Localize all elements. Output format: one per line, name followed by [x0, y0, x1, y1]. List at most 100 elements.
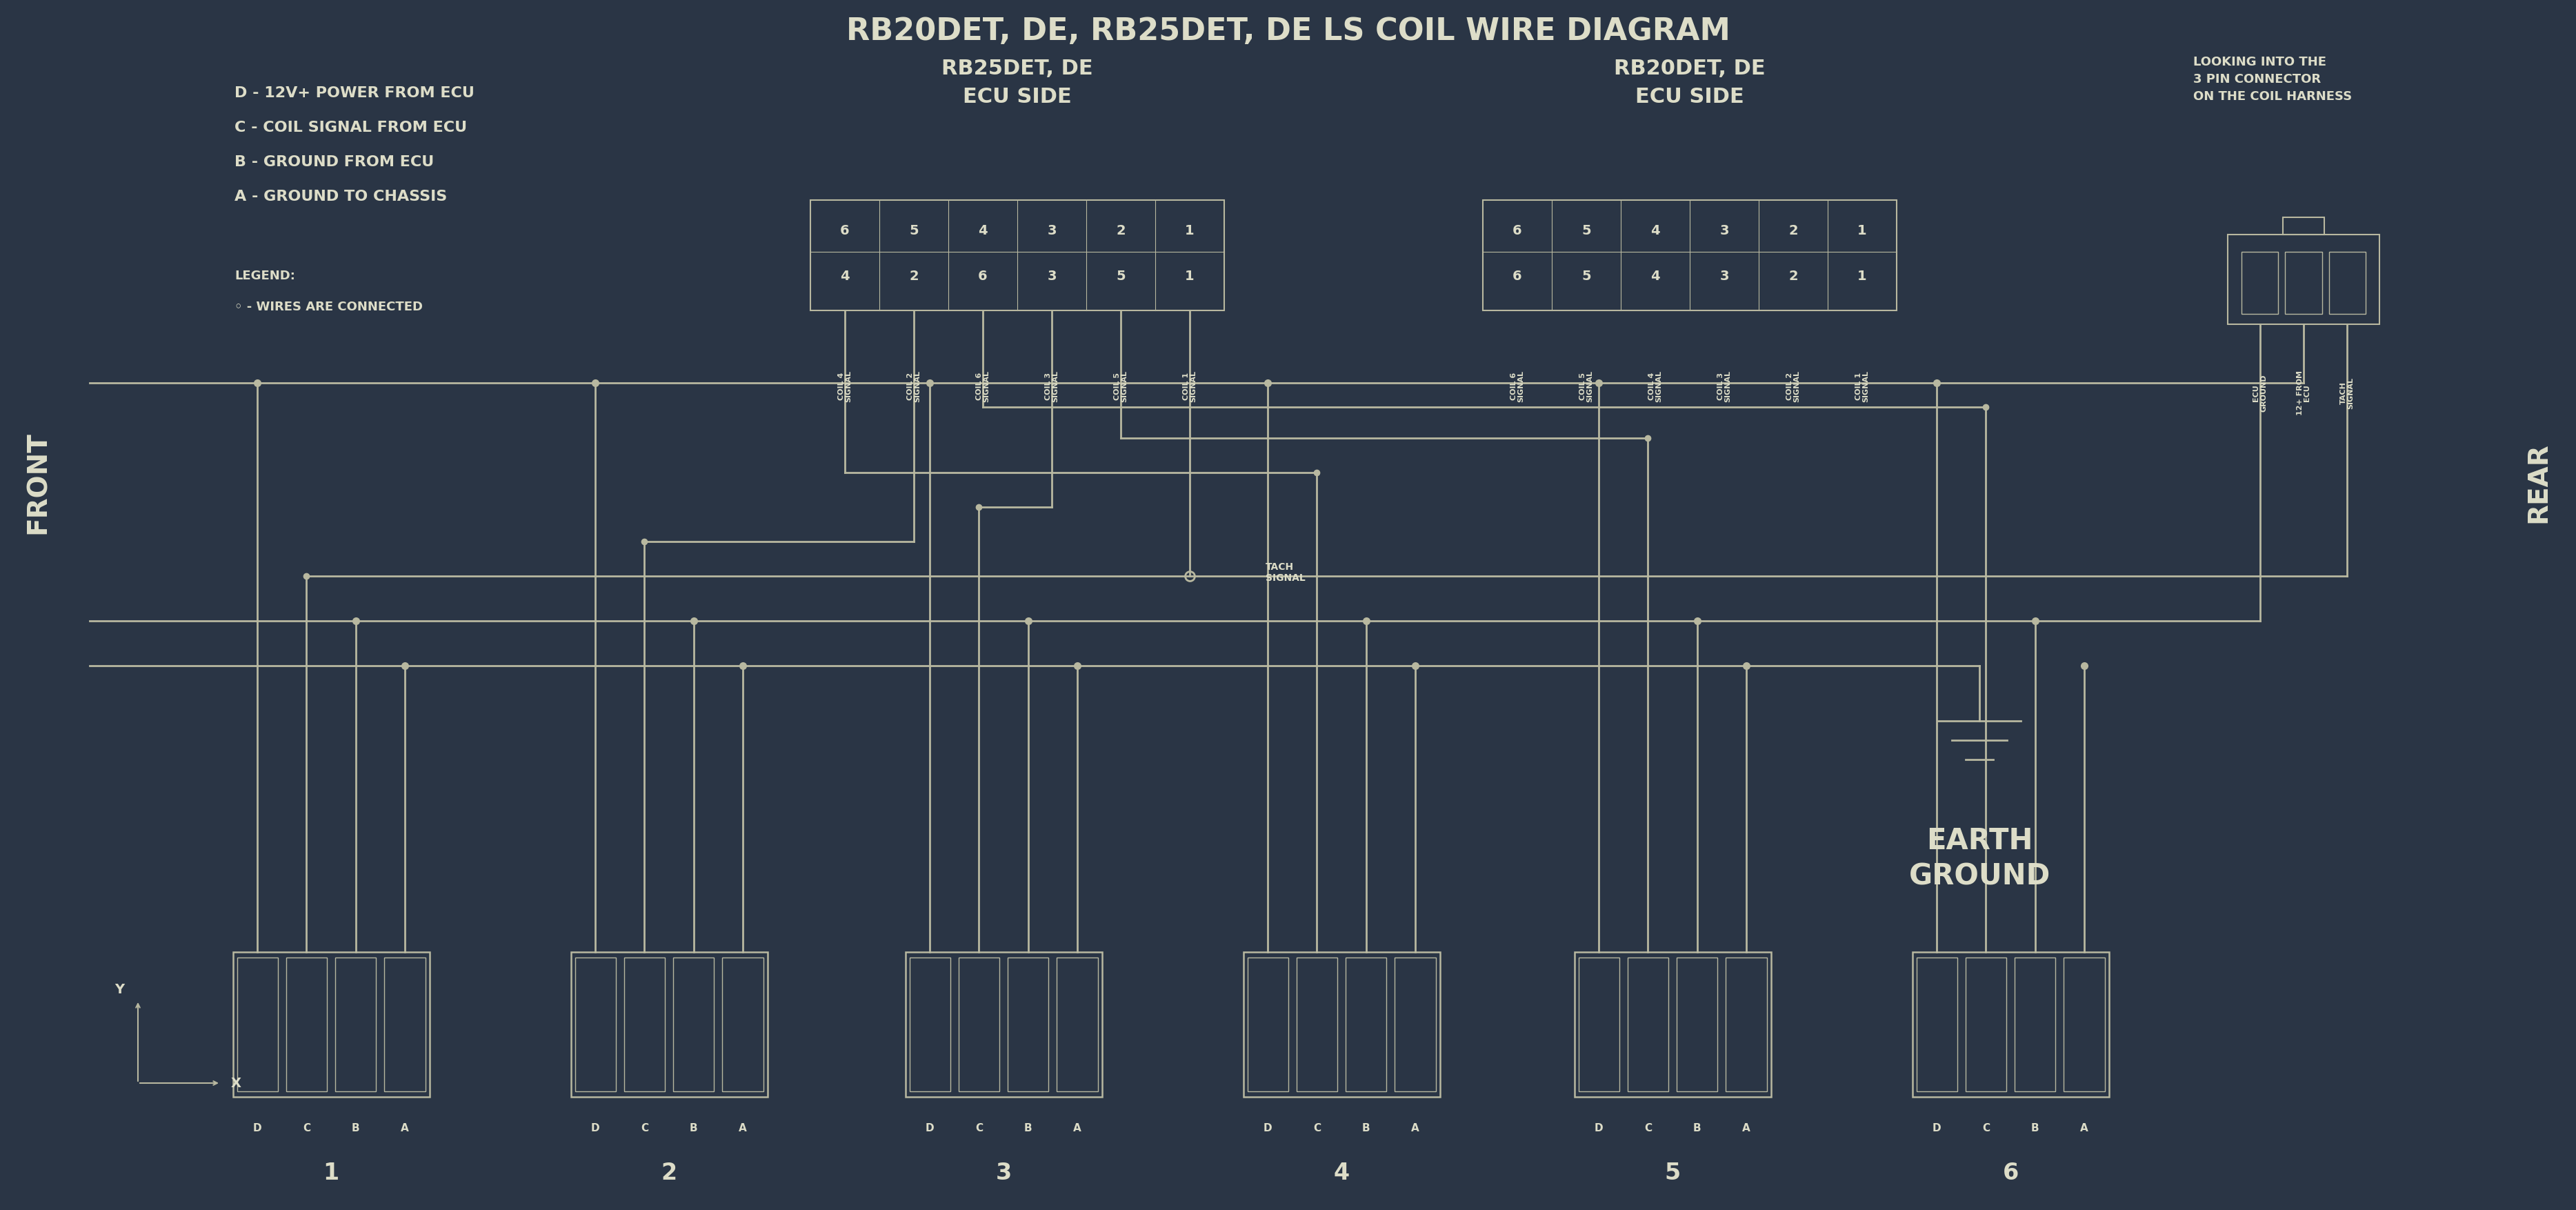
Bar — [2014, 957, 2056, 1091]
Text: ECU
GROUND: ECU GROUND — [2254, 374, 2267, 413]
Text: 1: 1 — [1185, 270, 1195, 282]
Bar — [2285, 252, 2321, 313]
Text: 6: 6 — [1512, 225, 1522, 237]
Text: REAR: REAR — [2524, 443, 2550, 523]
Text: 4: 4 — [1651, 270, 1659, 282]
Text: 2: 2 — [1788, 270, 1798, 282]
Text: COIL 3
SIGNAL: COIL 3 SIGNAL — [1046, 370, 1059, 402]
Bar — [232, 952, 430, 1096]
Text: D: D — [1262, 1123, 1273, 1133]
Text: A: A — [1741, 1123, 1749, 1133]
Bar — [1628, 957, 1669, 1091]
Text: B: B — [1363, 1123, 1370, 1133]
Text: 6: 6 — [979, 270, 987, 282]
Text: 1: 1 — [1857, 225, 1868, 237]
Text: C: C — [976, 1123, 984, 1133]
Text: 3: 3 — [994, 1162, 1012, 1185]
Bar — [1244, 952, 1440, 1096]
Text: A: A — [1074, 1123, 1082, 1133]
Text: RB20DET, DE
ECU SIDE: RB20DET, DE ECU SIDE — [1615, 59, 1765, 106]
Text: B: B — [690, 1123, 698, 1133]
Text: D: D — [252, 1123, 263, 1133]
Text: 5: 5 — [1582, 225, 1592, 237]
Text: C: C — [1981, 1123, 1989, 1133]
Text: A: A — [2079, 1123, 2089, 1133]
Bar — [335, 957, 376, 1091]
Text: D: D — [925, 1123, 935, 1133]
Text: C: C — [301, 1123, 309, 1133]
Bar — [672, 957, 714, 1091]
Text: 12+ FROM
ECU: 12+ FROM ECU — [2295, 370, 2311, 416]
Text: 1: 1 — [1857, 270, 1868, 282]
Text: COIL 4
SIGNAL: COIL 4 SIGNAL — [1649, 370, 1662, 402]
Bar — [1677, 957, 1718, 1091]
Text: A - GROUND TO CHASSIS: A - GROUND TO CHASSIS — [234, 190, 448, 203]
Text: COIL 2
SIGNAL: COIL 2 SIGNAL — [907, 370, 922, 402]
Text: COIL 1
SIGNAL: COIL 1 SIGNAL — [1855, 370, 1870, 402]
Text: D: D — [590, 1123, 600, 1133]
Text: 3: 3 — [1046, 270, 1056, 282]
Bar — [904, 952, 1103, 1096]
Text: COIL 5
SIGNAL: COIL 5 SIGNAL — [1579, 370, 1595, 402]
Text: COIL 5
SIGNAL: COIL 5 SIGNAL — [1113, 370, 1128, 402]
Text: 5: 5 — [1582, 270, 1592, 282]
Text: C - COIL SIGNAL FROM ECU: C - COIL SIGNAL FROM ECU — [234, 121, 466, 134]
Bar — [721, 957, 762, 1091]
Text: A: A — [739, 1123, 747, 1133]
Text: 3: 3 — [1046, 225, 1056, 237]
Text: 6: 6 — [1512, 270, 1522, 282]
Text: B: B — [1692, 1123, 1700, 1133]
Text: B: B — [2030, 1123, 2040, 1133]
Bar — [1345, 957, 1386, 1091]
Text: B: B — [350, 1123, 361, 1133]
Text: B - GROUND FROM ECU: B - GROUND FROM ECU — [234, 155, 433, 169]
Text: C: C — [641, 1123, 649, 1133]
Text: Y: Y — [113, 984, 124, 997]
Text: 2: 2 — [662, 1162, 677, 1185]
Text: 4: 4 — [979, 225, 987, 237]
Bar — [1726, 957, 1767, 1091]
Bar — [384, 957, 425, 1091]
Bar — [1574, 952, 1770, 1096]
Bar — [1911, 952, 2110, 1096]
Bar — [2228, 235, 2380, 324]
Text: D: D — [1932, 1123, 1942, 1133]
Text: 2: 2 — [909, 270, 920, 282]
Text: COIL 6
SIGNAL: COIL 6 SIGNAL — [1510, 370, 1525, 402]
Bar — [237, 957, 278, 1091]
Text: COIL 4
SIGNAL: COIL 4 SIGNAL — [837, 370, 853, 402]
Text: 2: 2 — [1788, 225, 1798, 237]
Text: D: D — [1595, 1123, 1602, 1133]
Bar — [1579, 957, 1620, 1091]
Bar — [572, 952, 768, 1096]
Bar — [1007, 957, 1048, 1091]
Text: 5: 5 — [1664, 1162, 1680, 1185]
Text: 2: 2 — [1115, 225, 1126, 237]
Text: RB25DET, DE
ECU SIDE: RB25DET, DE ECU SIDE — [943, 59, 1092, 106]
Bar — [623, 957, 665, 1091]
Text: TACH
SIGNAL: TACH SIGNAL — [1265, 563, 1306, 583]
Text: 6: 6 — [2002, 1162, 2020, 1185]
Bar — [1056, 957, 1097, 1091]
Text: 5: 5 — [1115, 270, 1126, 282]
Text: COIL 6
SIGNAL: COIL 6 SIGNAL — [976, 370, 989, 402]
Text: A: A — [402, 1123, 410, 1133]
Text: X: X — [232, 1077, 242, 1090]
Bar — [1484, 200, 1896, 311]
Text: ◦ - WIRES ARE CONNECTED: ◦ - WIRES ARE CONNECTED — [234, 301, 422, 313]
Text: A: A — [1412, 1123, 1419, 1133]
Bar — [2329, 252, 2365, 313]
Bar — [2241, 252, 2277, 313]
Text: 4: 4 — [1651, 225, 1659, 237]
Text: TACH
SIGNAL: TACH SIGNAL — [2339, 378, 2354, 409]
Text: 5: 5 — [909, 225, 920, 237]
Bar — [909, 957, 951, 1091]
Text: 3: 3 — [1721, 270, 1728, 282]
Text: LOOKING INTO THE
3 PIN CONNECTOR
ON THE COIL HARNESS: LOOKING INTO THE 3 PIN CONNECTOR ON THE … — [2192, 56, 2352, 103]
Text: COIL 2
SIGNAL: COIL 2 SIGNAL — [1785, 370, 1801, 402]
Bar — [574, 957, 616, 1091]
Bar — [2063, 957, 2105, 1091]
Text: C: C — [1314, 1123, 1321, 1133]
Text: 1: 1 — [1185, 225, 1195, 237]
Text: B: B — [1025, 1123, 1033, 1133]
